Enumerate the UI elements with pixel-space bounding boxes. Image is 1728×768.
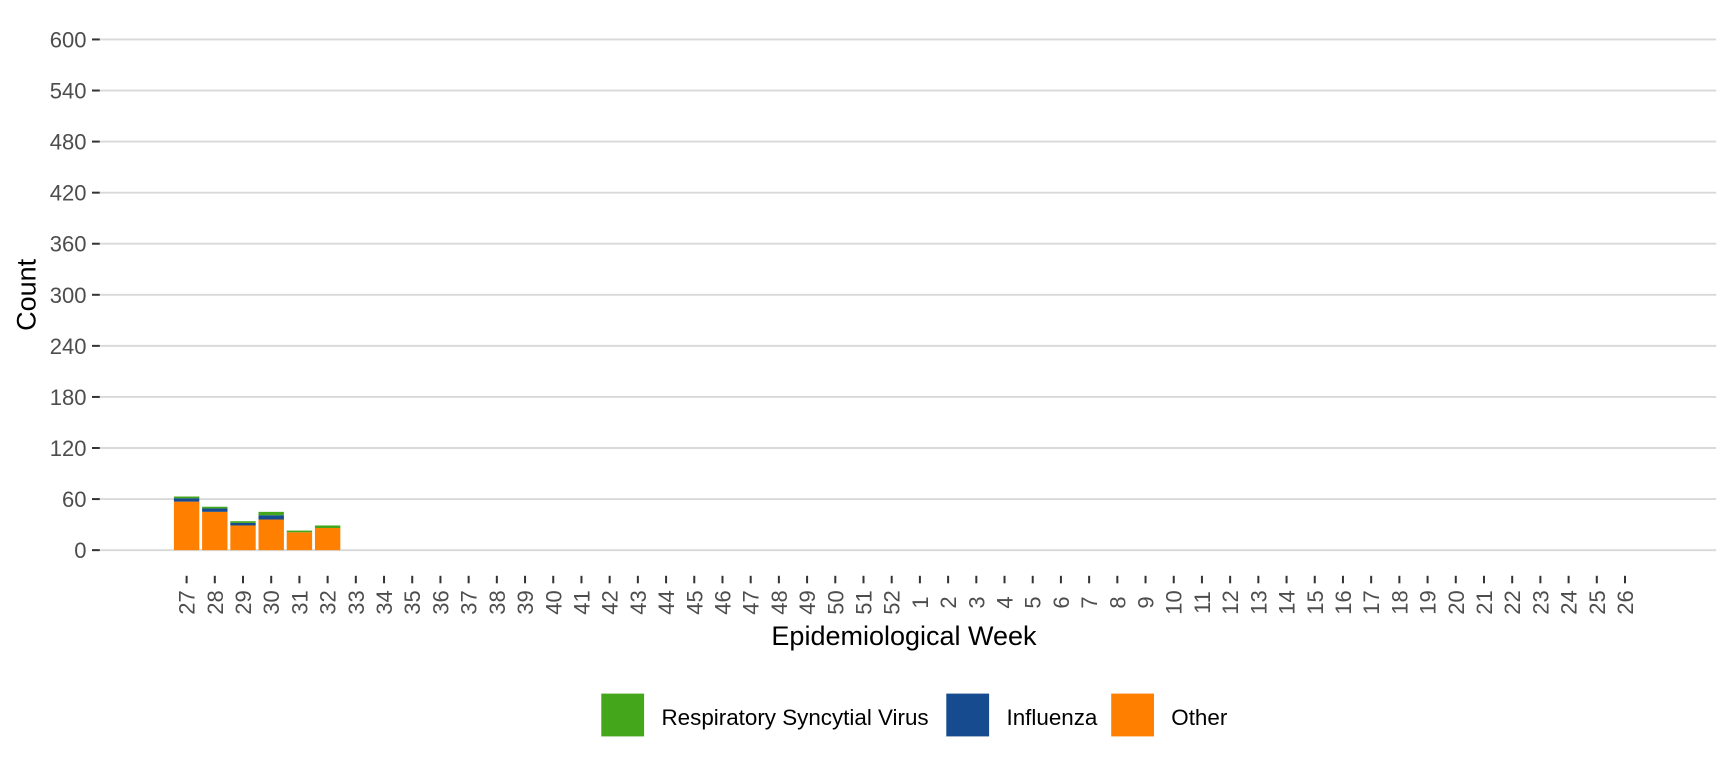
svg-text:39: 39 (513, 590, 538, 614)
svg-text:36: 36 (428, 590, 453, 614)
svg-text:29: 29 (231, 590, 256, 614)
svg-text:19: 19 (1416, 590, 1441, 614)
svg-text:Count: Count (12, 258, 42, 331)
svg-text:3: 3 (964, 596, 989, 608)
svg-text:2: 2 (936, 596, 961, 608)
svg-text:47: 47 (739, 590, 764, 614)
svg-text:11: 11 (1190, 591, 1215, 614)
svg-text:480: 480 (50, 130, 87, 155)
svg-text:34: 34 (372, 590, 397, 614)
svg-text:8: 8 (1105, 596, 1130, 608)
svg-text:30: 30 (259, 590, 284, 614)
svg-text:120: 120 (50, 436, 87, 461)
svg-text:28: 28 (203, 590, 228, 614)
svg-text:31: 31 (287, 590, 312, 614)
svg-text:16: 16 (1331, 590, 1356, 614)
svg-text:44: 44 (654, 590, 679, 614)
svg-text:Influenza: Influenza (1007, 705, 1098, 730)
svg-text:42: 42 (598, 590, 623, 614)
svg-text:15: 15 (1303, 590, 1328, 614)
svg-text:5: 5 (1021, 596, 1046, 608)
svg-text:1: 1 (908, 596, 933, 608)
svg-text:10: 10 (1162, 590, 1187, 614)
svg-text:600: 600 (50, 27, 87, 52)
svg-text:21: 21 (1472, 590, 1497, 614)
svg-text:49: 49 (795, 590, 820, 614)
svg-text:6: 6 (1049, 596, 1074, 608)
svg-text:300: 300 (50, 283, 87, 308)
svg-text:13: 13 (1246, 590, 1271, 614)
svg-text:12: 12 (1218, 590, 1243, 614)
svg-text:180: 180 (50, 385, 87, 410)
svg-text:4: 4 (993, 596, 1018, 608)
svg-text:Respiratory Syncytial Virus: Respiratory Syncytial Virus (662, 705, 929, 730)
svg-text:7: 7 (1077, 596, 1102, 608)
svg-text:45: 45 (682, 590, 707, 614)
svg-text:60: 60 (62, 487, 86, 512)
svg-text:27: 27 (175, 590, 200, 614)
svg-text:41: 41 (569, 590, 594, 614)
svg-text:46: 46 (710, 590, 735, 614)
svg-text:52: 52 (880, 590, 905, 614)
svg-text:24: 24 (1557, 590, 1582, 614)
svg-text:Other: Other (1171, 705, 1228, 730)
svg-text:420: 420 (50, 181, 87, 206)
svg-text:Epidemiological Week: Epidemiological Week (771, 621, 1037, 651)
svg-text:26: 26 (1613, 590, 1638, 614)
svg-text:35: 35 (400, 590, 425, 614)
svg-text:25: 25 (1585, 590, 1610, 614)
svg-text:540: 540 (50, 79, 87, 104)
svg-text:9: 9 (1134, 596, 1159, 608)
svg-text:51: 51 (852, 590, 877, 614)
svg-text:20: 20 (1444, 590, 1469, 614)
svg-text:22: 22 (1500, 590, 1525, 614)
svg-text:0: 0 (74, 538, 86, 563)
svg-text:32: 32 (316, 590, 341, 614)
svg-text:240: 240 (50, 334, 87, 359)
svg-text:43: 43 (626, 590, 651, 614)
svg-text:360: 360 (50, 232, 87, 257)
svg-text:40: 40 (541, 590, 566, 614)
svg-text:33: 33 (344, 590, 369, 614)
svg-text:23: 23 (1528, 590, 1553, 614)
svg-text:17: 17 (1359, 590, 1384, 614)
svg-text:38: 38 (485, 590, 510, 614)
svg-text:14: 14 (1275, 590, 1300, 614)
svg-text:50: 50 (823, 590, 848, 614)
svg-text:18: 18 (1387, 590, 1412, 614)
svg-text:37: 37 (457, 590, 482, 614)
svg-text:48: 48 (767, 590, 792, 614)
